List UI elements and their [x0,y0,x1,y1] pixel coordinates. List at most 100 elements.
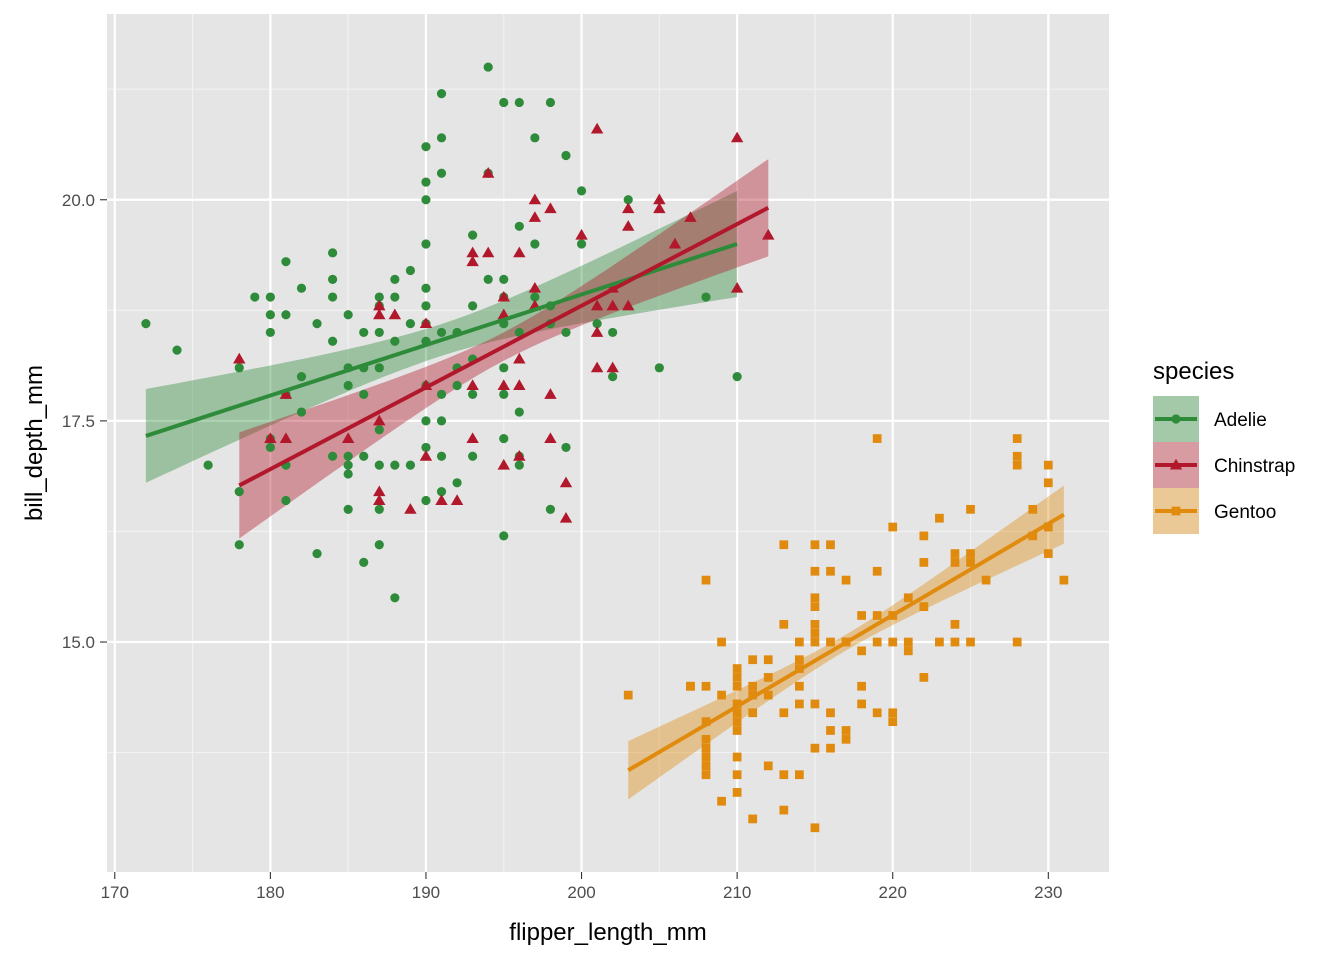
point-adelie [701,292,711,302]
point-adelie [545,504,556,514]
point-gentoo [1043,460,1053,470]
point-adelie [203,460,213,470]
point-gentoo [919,602,929,612]
point-adelie [436,451,447,461]
point-gentoo [888,708,898,718]
point-gentoo [748,681,758,691]
point-gentoo [810,699,820,709]
point-gentoo [732,699,742,709]
fit-lines [145,205,1065,773]
point-adelie [374,540,384,550]
point-gentoo [795,655,804,665]
point-adelie [374,327,384,338]
point-gentoo [701,681,711,691]
x-tick-label: 230 [1034,883,1062,902]
point-adelie [343,310,353,320]
point-gentoo [826,566,835,576]
point-chinstrap [233,352,246,364]
point-adelie [421,142,431,152]
point-gentoo [701,717,711,726]
point-chinstrap [497,308,510,320]
point-chinstrap [450,494,464,505]
point-gentoo [779,770,789,780]
point-chinstrap [622,220,635,231]
point-adelie [468,230,478,240]
x-axis-ticks: 170 180 190 200 210 220 230 [101,872,1063,902]
point-chinstrap [419,317,433,329]
point-chinstrap [513,246,526,258]
point-chinstrap [606,299,619,311]
point-chinstrap [590,326,604,337]
point-chinstrap [730,131,744,143]
point-adelie [514,460,524,470]
point-adelie [483,62,493,72]
point-adelie [234,540,244,550]
point-adelie [374,460,384,470]
point-gentoo [1012,637,1022,647]
point-chinstrap [435,494,448,505]
point-chinstrap [590,361,604,373]
point-chinstrap [373,485,386,497]
point-gentoo [732,717,742,726]
point-adelie [421,416,431,426]
point-adelie [499,531,509,541]
point-gentoo [1012,451,1022,461]
point-gentoo [857,681,866,691]
point-chinstrap [590,299,604,311]
point-adelie [421,495,431,506]
point-chinstrap [388,308,402,320]
point-gentoo [795,770,804,780]
point-adelie [576,239,587,249]
point-adelie [468,301,478,311]
point-chinstrap [559,511,573,523]
point-chinstrap [373,299,386,311]
point-adelie [374,292,384,302]
point-gentoo [810,540,820,550]
point-chinstrap [622,202,635,214]
point-chinstrap [653,193,666,205]
point-adelie [343,451,353,461]
point-chinstrap [606,361,619,373]
point-adelie [436,389,447,399]
point-gentoo [701,770,711,780]
point-adelie [359,327,369,338]
point-gentoo [826,637,835,647]
point-gentoo [1012,460,1022,470]
point-adelie [265,327,275,338]
point-chinstrap [590,122,604,134]
point-adelie [608,327,618,338]
point-gentoo [701,752,711,762]
point-gentoo [795,681,804,691]
point-chinstrap [559,476,573,488]
point-adelie [499,433,509,444]
point-adelie [281,310,291,320]
point-gentoo [810,637,820,647]
point-gentoo [779,805,789,815]
legend-key-marker-gentoo [1171,506,1181,516]
point-chinstrap [653,202,666,214]
point-chinstrap [513,450,526,461]
point-adelie [654,363,664,373]
point-adelie [623,195,633,205]
point-gentoo [966,504,975,514]
point-adelie [608,372,618,382]
point-adelie [468,389,478,399]
point-gentoo [732,708,742,718]
point-adelie [359,451,369,461]
fit-line-gentoo [627,512,1065,773]
point-adelie [172,345,182,355]
point-gentoo [795,699,804,709]
point-gentoo [841,734,851,744]
point-gentoo [903,637,913,647]
point-gentoo [810,566,820,576]
point-chinstrap [528,193,542,205]
point-gentoo [872,434,882,443]
point-adelie [405,265,416,276]
point-adelie [296,407,307,417]
point-gentoo [810,823,820,833]
point-chinstrap [528,281,542,293]
point-chinstrap [466,255,479,267]
point-gentoo [732,673,742,682]
point-gentoo [810,593,820,603]
